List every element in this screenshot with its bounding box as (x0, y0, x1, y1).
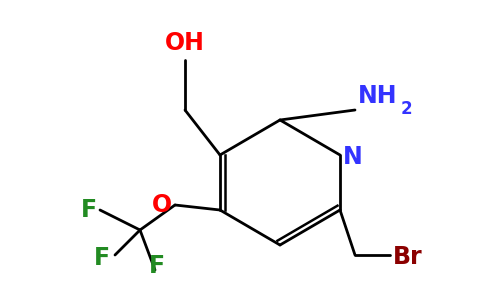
Text: F: F (81, 198, 97, 222)
Text: OH: OH (165, 31, 205, 55)
Text: O: O (152, 193, 172, 217)
Text: F: F (149, 254, 165, 278)
Text: 2: 2 (401, 100, 413, 118)
Text: NH: NH (358, 84, 397, 108)
Text: F: F (94, 246, 110, 270)
Text: Br: Br (393, 245, 423, 269)
Text: N: N (343, 145, 363, 169)
